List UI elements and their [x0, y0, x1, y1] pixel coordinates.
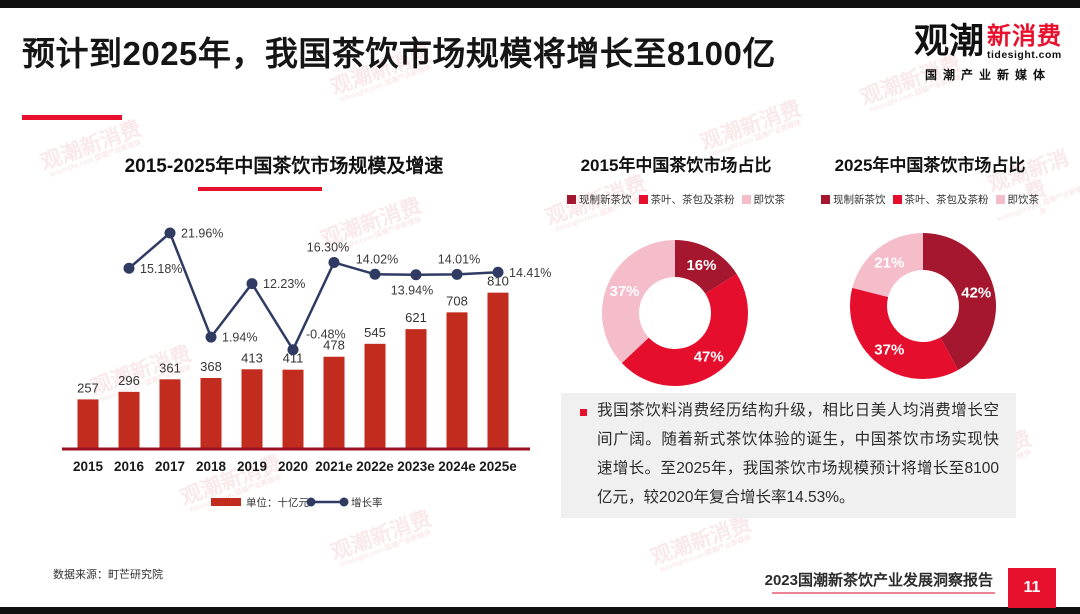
- legend-label: 现制新茶饮: [833, 194, 886, 206]
- insight-panel: 我国茶饮料消费经历结构升级，相比日美人均消费增长空间广阔。随着新式茶饮体验的诞生…: [561, 393, 1016, 518]
- svg-text:545: 545: [364, 325, 386, 340]
- donut-2025-title: 2025年中国茶饮市场占比: [834, 156, 1026, 175]
- market-size-chart-header: 2015-2025年中国茶饮市场规模及增速: [64, 151, 504, 191]
- svg-text:37%: 37%: [610, 283, 640, 300]
- svg-text:12.23%: 12.23%: [263, 277, 305, 291]
- donut-2025-chart: 42% 37% 21%: [850, 233, 996, 379]
- chart-title-underline: [198, 187, 322, 191]
- svg-text:增长率: 增长率: [351, 496, 383, 509]
- market-size-bar-line-chart: 257 2015 296 2016 361 2017 368 2018 413 2019 411 20…: [62, 227, 551, 509]
- svg-text:14.01%: 14.01%: [438, 252, 480, 266]
- page-number-badge: 11: [1008, 568, 1056, 608]
- top-black-bar: [0, 0, 1080, 8]
- legend-swatch: [995, 195, 1005, 204]
- svg-text:361: 361: [159, 360, 181, 375]
- logo-name-red: 新消费: [987, 23, 1062, 50]
- svg-text:37%: 37%: [874, 341, 904, 358]
- svg-text:2022e: 2022e: [356, 459, 394, 474]
- svg-text:621: 621: [405, 310, 427, 325]
- svg-text:296: 296: [118, 373, 140, 388]
- svg-text:16%: 16%: [686, 257, 716, 274]
- bullet-square-icon: [580, 409, 587, 416]
- legend-label: 茶叶、茶包及茶粉: [650, 194, 735, 206]
- legend-label: 茶叶、茶包及茶粉: [904, 194, 989, 206]
- report-name-underline: [772, 592, 995, 594]
- legend-swatch: [741, 195, 751, 204]
- svg-text:2019: 2019: [237, 459, 267, 474]
- legend-label: 现制新茶饮: [579, 194, 632, 206]
- data-source-note: 数据来源：町芒研究院: [53, 569, 163, 581]
- svg-text:14.02%: 14.02%: [356, 252, 398, 266]
- insight-text: 我国茶饮料消费经历结构升级，相比日美人均消费增长空间广阔。随着新式茶饮体验的诞生…: [597, 402, 999, 506]
- svg-text:2018: 2018: [196, 459, 227, 474]
- svg-text:2020: 2020: [278, 459, 308, 474]
- page-title: 预计到2025年，我国茶饮市场规模将增长至8100亿: [22, 35, 776, 72]
- svg-text:单位：十亿元: 单位：十亿元: [246, 496, 309, 509]
- svg-text:2017: 2017: [155, 459, 185, 474]
- svg-text:2021e: 2021e: [315, 459, 353, 474]
- logo-tagline: 国潮产业新媒体: [924, 68, 1051, 83]
- svg-text:1.94%: 1.94%: [222, 331, 257, 345]
- svg-text:13.94%: 13.94%: [391, 284, 433, 298]
- svg-text:2015: 2015: [73, 459, 104, 474]
- legend-label: 即饮茶: [753, 194, 786, 206]
- legend-item: 即饮茶: [995, 192, 1040, 207]
- legend-label: 即饮茶: [1007, 194, 1040, 206]
- svg-text:2025e: 2025e: [479, 459, 517, 474]
- svg-text:15.18%: 15.18%: [140, 262, 182, 276]
- svg-text:42%: 42%: [961, 284, 991, 301]
- svg-text:368: 368: [200, 359, 222, 374]
- bottom-black-bar: [0, 607, 1080, 614]
- legend-item: 茶叶、茶包及茶粉: [638, 192, 735, 207]
- legend-swatch: [892, 195, 902, 204]
- donut-2025-legend: 现制新茶饮 茶叶、茶包及茶粉 即饮茶: [814, 192, 1046, 207]
- svg-text:411: 411: [283, 351, 304, 366]
- svg-text:257: 257: [77, 380, 99, 395]
- market-size-chart-title: 2015-2025年中国茶饮市场规模及增速: [124, 156, 444, 177]
- legend-item: 现制新茶饮: [821, 192, 886, 207]
- logo-domain: tidesight.com: [987, 49, 1062, 62]
- svg-text:708: 708: [446, 293, 468, 308]
- svg-text:413: 413: [241, 350, 263, 365]
- donut-2015-title: 2015年中国茶饮市场占比: [580, 156, 772, 175]
- svg-text:21.96%: 21.96%: [181, 227, 223, 241]
- donut-2015-chart: 16% 47% 37%: [602, 240, 748, 386]
- svg-text:2024e: 2024e: [438, 459, 476, 474]
- legend-item: 即饮茶: [741, 192, 786, 207]
- svg-text:16.30%: 16.30%: [307, 240, 349, 254]
- svg-text:14.41%: 14.41%: [509, 266, 551, 280]
- legend-swatch: [638, 195, 648, 204]
- svg-text:-0.48%: -0.48%: [306, 328, 346, 342]
- legend-swatch: [821, 195, 830, 204]
- title-accent-bar: [22, 115, 122, 120]
- svg-text:2023e: 2023e: [397, 459, 435, 474]
- legend-swatch: [567, 195, 576, 204]
- logo-name-black: 观潮: [913, 22, 984, 61]
- svg-text:21%: 21%: [874, 255, 904, 272]
- svg-text:2016: 2016: [114, 459, 145, 474]
- donut-2015-legend: 现制新茶饮 茶叶、茶包及茶粉 即饮茶: [560, 192, 792, 207]
- report-name: 2023国潮新茶饮产业发展洞察报告: [764, 572, 993, 589]
- brand-logo: 观潮 新消费 tidesight.com 国潮产业新媒体: [914, 24, 1062, 83]
- svg-text:478: 478: [323, 338, 345, 353]
- legend-item: 茶叶、茶包及茶粉: [892, 192, 989, 207]
- legend-item: 现制新茶饮: [567, 192, 632, 207]
- svg-text:810: 810: [487, 274, 509, 289]
- svg-text:47%: 47%: [694, 348, 724, 365]
